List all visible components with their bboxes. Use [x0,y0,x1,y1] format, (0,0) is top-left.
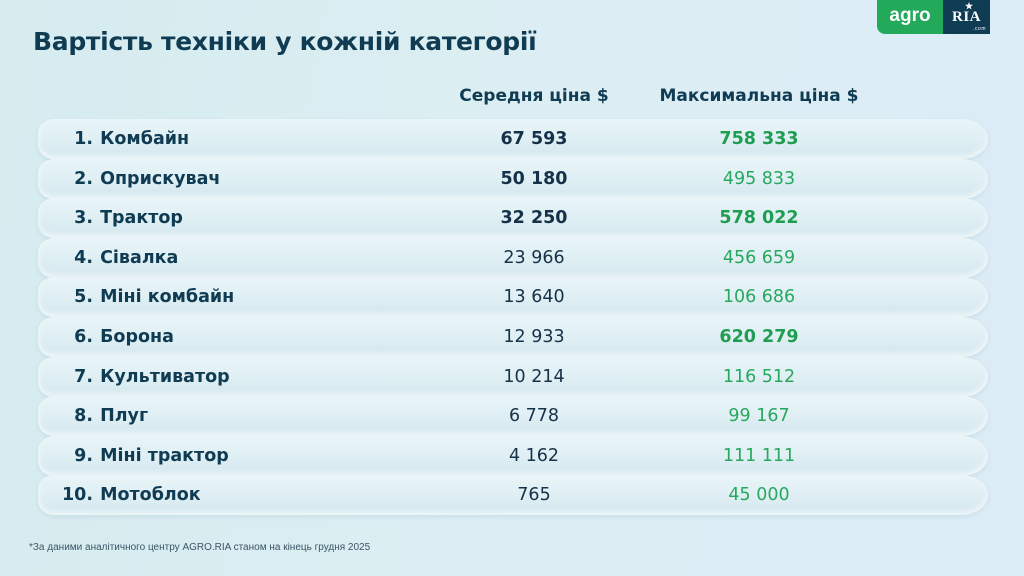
category-name-cell: 5. Міні комбайн [53,277,433,317]
avg-price-cell: 12 933 [503,327,565,348]
table-row: 1. Комбайн 67 593 758 333 [38,119,988,159]
category-label: Мотоблок [100,485,201,506]
category-name-cell: 6. Борона [53,317,433,357]
table-row: 6. Борона 12 933 620 279 [38,317,988,358]
max-price-cell: 111 111 [722,445,796,466]
max-price-cell: 758 333 [719,129,799,149]
category-label: Комбайн [100,129,190,149]
category-name-cell: 10. Мотоблок [53,475,433,515]
max-price-cell: 578 022 [719,208,799,229]
avg-price-cell: 32 250 [500,208,568,229]
price-table: 1. Комбайн 67 593 758 333 2. Оприскувач 50 1… [38,119,988,516]
avg-price-cell: 50 180 [500,168,568,189]
column-header-avg-price: Середня ціна $ [459,86,609,106]
avg-price-cell: 4 162 [508,445,560,466]
table-row: 7. Культиватор 10 214 116 512 [38,356,988,397]
max-price-cell: 456 659 [722,247,796,268]
max-price-cell: 106 686 [722,287,796,308]
logo-ria-part: ★ RIA .com [943,0,990,34]
category-label: Трактор [100,208,183,229]
table-row: 5. Міні комбайн 13 640 106 686 [38,277,988,318]
row-number: 5. [74,287,93,308]
category-name-cell: 1. Комбайн [53,119,433,159]
table-header: Середня ціна $ Максимальна ціна $ [0,86,1024,110]
category-name-cell: 9. Міні трактор [53,436,433,476]
row-number: 9. [74,445,93,466]
table-row: 4. Сівалка 23 966 456 659 [38,237,988,278]
category-name-cell: 8. Плуг [53,396,433,436]
max-price-cell: 495 833 [722,168,796,189]
category-label: Міні комбайн [100,287,235,308]
category-name-cell: 3. Трактор [53,198,433,238]
category-label: Культиватор [100,366,230,387]
logo-com-text: .com [973,26,986,32]
star-icon: ★ [965,1,974,11]
table-row: 3. Трактор 32 250 578 022 [38,198,988,239]
logo-agro-part: agro [877,0,943,34]
max-price-cell: 99 167 [728,406,790,427]
category-name-cell: 4. Сівалка [53,238,433,278]
category-label: Плуг [100,406,149,427]
avg-price-cell: 13 640 [503,287,565,308]
table-row: 2. Оприскувач 50 180 495 833 [38,158,988,199]
category-label: Міні трактор [100,445,229,466]
row-number: 8. [74,406,93,427]
row-number: 10. [61,485,93,506]
row-number: 1. [74,129,93,149]
page-title: Вартість техніки у кожній категорії [33,27,537,56]
row-number: 7. [74,366,93,387]
agroria-logo: agro ★ RIA .com [877,0,990,34]
table-row: 8. Плуг 6 778 99 167 [38,396,988,437]
column-header-max-price: Максимальна ціна $ [659,86,859,106]
category-label: Борона [100,327,174,348]
max-price-cell: 620 279 [719,327,799,348]
category-label: Оприскувач [100,168,221,189]
category-label: Сівалка [100,247,179,268]
category-name-cell: 2. Оприскувач [53,159,433,199]
max-price-cell: 45 000 [728,485,790,506]
footnote: *За даними аналітичного центру AGRO.RIA … [29,542,371,553]
row-number: 6. [74,327,93,348]
row-number: 4. [74,247,93,268]
category-name-cell: 7. Культиватор [53,357,433,397]
table-row: 10. Мотоблок 765 45 000 [38,475,988,516]
logo-ria-text: RIA [951,8,981,25]
avg-price-cell: 6 778 [508,406,560,427]
avg-price-cell: 67 593 [500,129,568,149]
row-number: 2. [74,168,93,189]
avg-price-cell: 10 214 [503,366,565,387]
avg-price-cell: 23 966 [503,247,565,268]
table-row: 9. Міні трактор 4 162 111 111 [38,435,988,476]
max-price-cell: 116 512 [722,366,796,387]
row-number: 3. [74,208,93,229]
avg-price-cell: 765 [517,485,551,506]
